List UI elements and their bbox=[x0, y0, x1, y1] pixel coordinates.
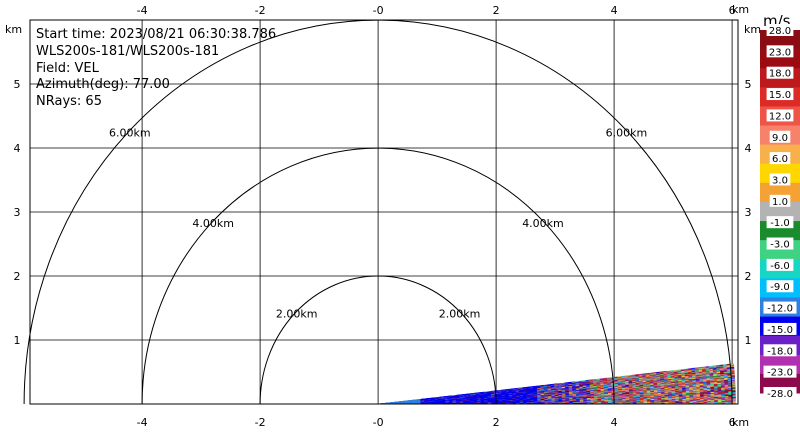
grid-layer bbox=[30, 20, 738, 404]
ray-wedge bbox=[378, 363, 736, 405]
